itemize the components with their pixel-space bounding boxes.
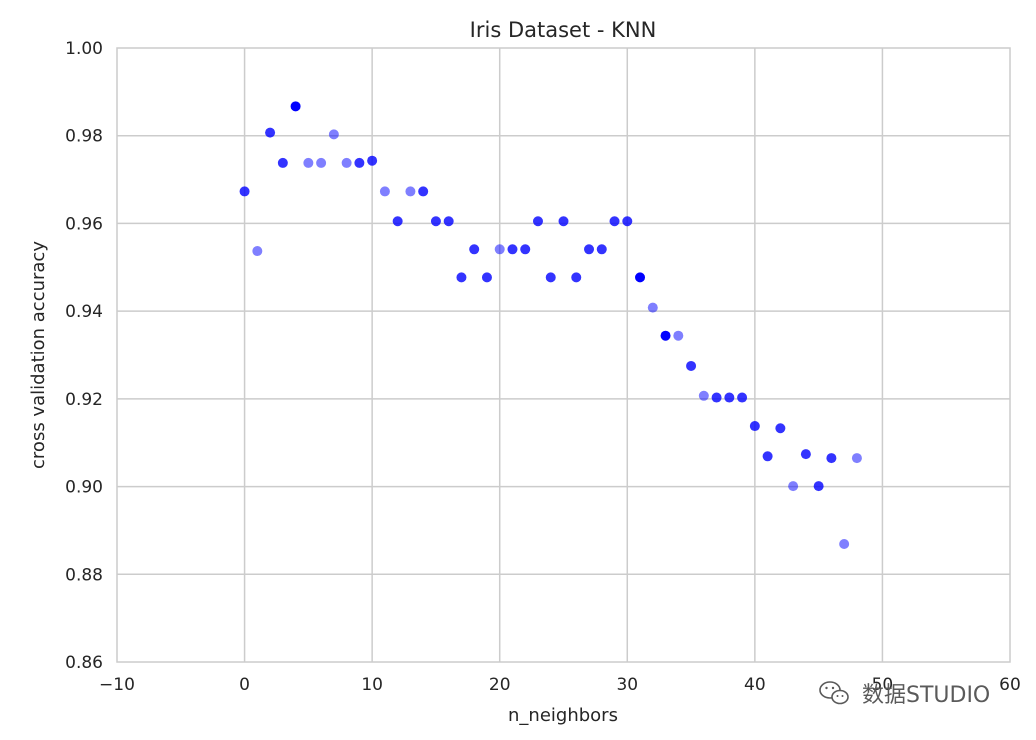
data-point <box>405 186 416 197</box>
data-point <box>647 302 658 313</box>
plot-area <box>116 47 1011 663</box>
gridlines <box>117 48 1010 662</box>
data-point <box>532 216 543 227</box>
data-point <box>252 246 263 257</box>
data-point <box>545 272 556 283</box>
data-point <box>354 157 365 168</box>
data-point <box>456 272 467 283</box>
data-point <box>379 186 390 197</box>
data-point <box>367 155 378 166</box>
y-tick-label: 0.96 <box>65 214 103 234</box>
data-point <box>469 244 480 255</box>
x-tick-label: 50 <box>872 675 894 695</box>
x-tick-label: 30 <box>616 675 638 695</box>
data-point <box>265 127 276 138</box>
x-tick-label: 0 <box>239 675 250 695</box>
data-point <box>494 244 505 255</box>
data-point <box>303 157 314 168</box>
data-point <box>737 392 748 403</box>
data-point <box>724 392 735 403</box>
data-point <box>851 453 862 464</box>
data-point <box>520 244 531 255</box>
data-point <box>800 449 811 460</box>
y-tick-label: 0.90 <box>65 478 103 498</box>
y-tick-label: 1.00 <box>65 39 103 59</box>
y-axis-label: cross validation accuracy <box>28 241 49 469</box>
data-point <box>328 129 339 140</box>
x-tick-label: 20 <box>489 675 511 695</box>
data-points <box>239 101 862 550</box>
data-point <box>481 272 492 283</box>
data-point <box>660 330 671 341</box>
x-tick-label: −10 <box>99 675 135 695</box>
data-point <box>418 186 429 197</box>
y-tick-label: 0.86 <box>65 653 103 673</box>
watermark: 数据STUDIO <box>819 681 990 708</box>
data-point <box>277 157 288 168</box>
data-point <box>622 216 633 227</box>
data-point <box>673 330 684 341</box>
data-point <box>430 216 441 227</box>
data-point <box>290 101 301 112</box>
y-tick-labels: 0.86 0.88 0.90 0.92 0.94 0.96 0.98 1.00 <box>65 39 103 673</box>
data-point <box>749 421 760 432</box>
y-tick-label: 0.92 <box>65 390 103 410</box>
data-point <box>826 453 837 464</box>
watermark-text: 数据STUDIO <box>862 683 990 708</box>
data-point <box>711 392 722 403</box>
chart-title: Iris Dataset - KNN <box>470 18 657 42</box>
data-point <box>239 186 250 197</box>
x-tick-label: 40 <box>744 675 766 695</box>
data-point <box>596 244 607 255</box>
x-tick-label: 60 <box>999 675 1021 695</box>
data-point <box>762 451 773 462</box>
data-point <box>635 272 646 283</box>
data-point <box>775 423 786 434</box>
data-point <box>698 390 709 401</box>
y-tick-label: 0.98 <box>65 127 103 147</box>
data-point <box>443 216 454 227</box>
y-tick-label: 0.94 <box>65 302 103 322</box>
data-point <box>392 216 403 227</box>
data-point <box>507 244 518 255</box>
x-tick-labels: −10 0 10 20 30 40 50 60 <box>99 675 1021 695</box>
data-point <box>813 481 824 492</box>
x-axis-label: n_neighbors <box>508 705 618 726</box>
data-point <box>686 360 697 371</box>
x-tick-label: 10 <box>361 675 383 695</box>
data-point <box>584 244 595 255</box>
data-point <box>341 157 352 168</box>
data-point <box>316 157 327 168</box>
data-point <box>788 481 799 492</box>
data-point <box>571 272 582 283</box>
y-tick-label: 0.88 <box>65 565 103 585</box>
data-point <box>839 539 850 550</box>
wechat-icon <box>819 681 849 705</box>
data-point <box>609 216 620 227</box>
data-point <box>558 216 569 227</box>
